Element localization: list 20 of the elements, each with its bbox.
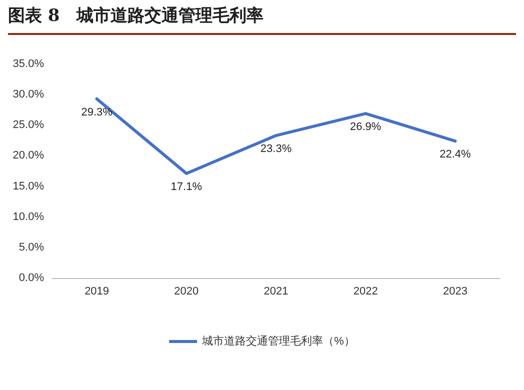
y-tick-label: 35.0% <box>12 58 44 70</box>
y-tick-label: 30.0% <box>12 88 44 101</box>
y-tick-label: 15.0% <box>12 180 44 192</box>
data-label: 23.3% <box>260 143 292 156</box>
y-tick-label: 0.0% <box>18 272 44 284</box>
x-tick-label: 2021 <box>264 286 288 298</box>
data-label: 17.1% <box>170 180 202 193</box>
chart-title: 图表 8 城市道路交通管理毛利率 <box>8 4 516 35</box>
data-label: 26.9% <box>350 121 382 134</box>
x-tick-label: 2019 <box>84 286 110 298</box>
x-tick-label: 2023 <box>442 286 468 298</box>
legend-label: 城市道路交通管理毛利率（%） <box>201 334 355 348</box>
x-tick-label: 2020 <box>174 286 199 298</box>
y-tick-label: 20.0% <box>12 150 44 162</box>
data-label: 29.3% <box>81 106 113 118</box>
y-tick-label: 10.0% <box>12 210 44 223</box>
x-tick-label: 2022 <box>353 286 378 298</box>
y-tick-label: 25.0% <box>12 119 44 132</box>
data-label: 22.4% <box>440 148 472 161</box>
y-tick-label: 5.0% <box>18 241 44 254</box>
